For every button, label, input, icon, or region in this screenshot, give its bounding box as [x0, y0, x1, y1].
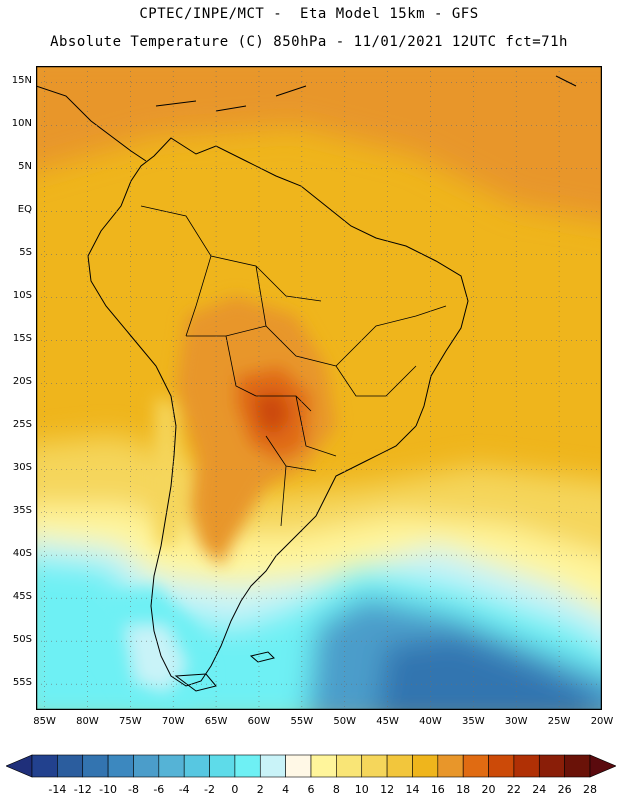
colorbar-label: -12 [73, 783, 92, 796]
colorbar-low-arrow [6, 754, 33, 778]
colorbar-swatch [285, 754, 312, 778]
colorbar-label: -6 [153, 783, 165, 796]
colorbar-label: 14 [405, 783, 420, 796]
lat-label: 5S [19, 247, 32, 259]
field-land-hottest [254, 391, 291, 436]
colorbar-label: 10 [354, 783, 369, 796]
lat-label: 10N [11, 118, 32, 130]
map-subtitle: Absolute Temperature (C) 850hPa - 11/01/… [50, 34, 568, 50]
colorbar-swatch [158, 754, 185, 778]
colorbar-swatch [488, 754, 515, 778]
colorbar-swatch [386, 754, 413, 778]
lon-label: 30W [504, 716, 528, 727]
lon-label: 85W [33, 716, 56, 727]
colorbar-swatch [361, 754, 388, 778]
caribbean-islands [155, 75, 577, 112]
colorbar-swatch [538, 754, 565, 778]
field-andes-yellow [154, 396, 181, 546]
central-america-coast [36, 85, 147, 162]
lon-label: 55W [290, 716, 314, 727]
lat-label: 50S [12, 634, 32, 646]
colorbar-swatch [31, 754, 58, 778]
colorbar-label: 22 [506, 783, 521, 796]
lat-label: 30S [12, 462, 32, 474]
colorbar-label: 20 [481, 783, 496, 796]
colorbar-label: -4 [178, 783, 190, 796]
lon-label: 45W [376, 716, 399, 727]
colorbar-swatch [133, 754, 160, 778]
colorbar-label: 12 [380, 783, 395, 796]
lat-label: 35S [12, 505, 32, 517]
colorbar-label: 28 [583, 783, 597, 796]
lat-label: 15N [11, 75, 32, 87]
colorbar-label: 0 [231, 783, 239, 796]
colorbar-swatch [310, 754, 337, 778]
lat-label: 20S [12, 376, 32, 388]
lon-label: 35W [462, 716, 485, 727]
colorbar-swatch [209, 754, 236, 778]
field-north-warm [36, 66, 602, 221]
map-title: CPTEC/INPE/MCT - Eta Model 15km - GFS [139, 6, 479, 22]
lon-label: 20W [590, 716, 614, 727]
lat-label: 40S [12, 548, 32, 560]
lat-label: 45S [12, 591, 32, 603]
colorbar-label: 16 [430, 783, 445, 796]
colorbar-label: 8 [332, 783, 340, 796]
colorbar-swatch [336, 754, 363, 778]
colorbar-label: 2 [256, 783, 264, 796]
colorbar-label: -8 [127, 783, 139, 796]
lat-label: 15S [12, 333, 32, 345]
colorbar-swatch [564, 754, 591, 778]
colorbar-high-arrow [589, 754, 616, 778]
lon-label: 50W [333, 716, 357, 727]
field-south-deepblue [378, 636, 596, 710]
colorbar [6, 754, 616, 778]
colorbar-label: -10 [99, 783, 118, 796]
colorbar-label: 26 [557, 783, 572, 796]
colorbar-label: -2 [204, 783, 216, 796]
lon-label: 25W [547, 716, 571, 727]
colorbar-swatch [513, 754, 540, 778]
lon-label: 75W [119, 716, 142, 727]
colorbar-swatch [234, 754, 261, 778]
border-lines [140, 205, 447, 527]
field-patagonia-pale [126, 626, 186, 691]
lon-label: 60W [247, 716, 271, 727]
colorbar-swatch [259, 754, 286, 778]
lon-label: 80W [76, 716, 99, 727]
colorbar-swatch [462, 754, 489, 778]
temperature-map [36, 66, 602, 710]
lat-label: 55S [12, 677, 32, 689]
lat-label: 5N [18, 161, 32, 173]
lon-label: 70W [161, 716, 185, 727]
colorbar-swatch [57, 754, 84, 778]
colorbar-label: 4 [282, 783, 290, 796]
lat-label: EQ [17, 204, 32, 216]
colorbar-label: 24 [532, 783, 547, 796]
colorbar-swatch [183, 754, 210, 778]
colorbar-label: 18 [456, 783, 471, 796]
colorbar-swatch [412, 754, 439, 778]
coastlines [36, 75, 577, 692]
map-frame [36, 66, 602, 710]
lat-label: 10S [12, 290, 32, 302]
falkland-islands [249, 651, 275, 663]
lon-label: 40W [419, 716, 442, 727]
colorbar-swatch [82, 754, 109, 778]
colorbar-label: 6 [307, 783, 315, 796]
lon-label: 65W [204, 716, 228, 727]
colorbar-swatch [107, 754, 134, 778]
colorbar-label: -14 [48, 783, 67, 796]
colorbar-swatch [437, 754, 464, 778]
lat-label: 25S [12, 419, 32, 431]
south-america-coast [87, 137, 469, 687]
